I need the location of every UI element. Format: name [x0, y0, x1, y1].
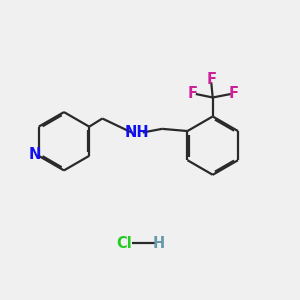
Text: N: N: [28, 148, 41, 163]
Text: F: F: [188, 86, 198, 101]
Text: NH: NH: [124, 125, 149, 140]
Text: F: F: [206, 72, 216, 87]
Text: H: H: [153, 236, 165, 251]
Text: F: F: [229, 86, 239, 101]
Text: Cl: Cl: [116, 236, 132, 251]
